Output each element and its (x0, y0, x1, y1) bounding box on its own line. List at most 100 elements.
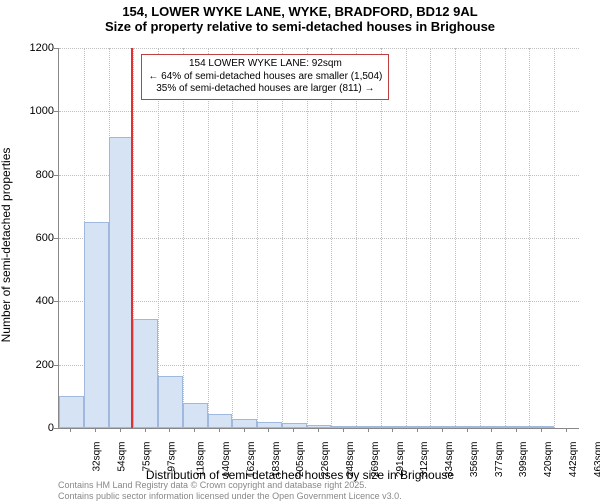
histogram-bar (109, 137, 134, 428)
x-tick-mark (392, 428, 393, 432)
grid-line-vertical (331, 48, 332, 428)
grid-line-vertical (356, 48, 357, 428)
x-tick-mark (417, 428, 418, 432)
annotation-box: 154 LOWER WYKE LANE: 92sqm← 64% of semi-… (141, 54, 389, 100)
grid-line-vertical (232, 48, 233, 428)
y-tick-label: 800 (14, 169, 54, 181)
histogram-bar (133, 319, 158, 428)
x-tick-mark (368, 428, 369, 432)
x-tick-label: 97sqm (166, 442, 177, 472)
annotation-line: 154 LOWER WYKE LANE: 92sqm (148, 58, 382, 71)
grid-line-horizontal (59, 175, 579, 176)
grid-line-vertical (455, 48, 456, 428)
chart-container: 154, LOWER WYKE LANE, WYKE, BRADFORD, BD… (0, 4, 600, 504)
grid-line-horizontal (59, 111, 579, 112)
x-tick-label: 463sqm (593, 442, 600, 478)
y-tick-mark (54, 238, 58, 239)
x-tick-label: 75sqm (141, 442, 152, 472)
grid-line-horizontal (59, 301, 579, 302)
histogram-bar (529, 426, 554, 428)
histogram-bar (257, 422, 282, 428)
x-tick-label: 356sqm (469, 442, 480, 478)
x-tick-label: 118sqm (196, 442, 207, 477)
y-axis-label: Number of semi-detached properties (0, 148, 13, 343)
histogram-bar (232, 419, 257, 429)
grid-line-vertical (257, 48, 258, 428)
x-tick-mark (120, 428, 121, 432)
x-tick-label: 32sqm (92, 442, 103, 472)
grid-line-horizontal (59, 48, 579, 49)
x-tick-label: 162sqm (246, 442, 257, 478)
grid-line-vertical (480, 48, 481, 428)
y-tick-mark (54, 365, 58, 366)
chart-title-sub: Size of property relative to semi-detach… (0, 19, 600, 34)
x-tick-mark (343, 428, 344, 432)
grid-line-vertical (529, 48, 530, 428)
grid-line-vertical (430, 48, 431, 428)
x-tick-label: 399sqm (518, 442, 529, 478)
x-tick-label: 420sqm (543, 442, 554, 478)
x-tick-mark (467, 428, 468, 432)
y-tick-mark (54, 175, 58, 176)
grid-line-vertical (307, 48, 308, 428)
y-tick-label: 400 (14, 295, 54, 307)
grid-line-vertical (282, 48, 283, 428)
reference-line (131, 48, 133, 428)
chart-title-main: 154, LOWER WYKE LANE, WYKE, BRADFORD, BD… (0, 4, 600, 19)
x-tick-mark (169, 428, 170, 432)
x-tick-label: 312sqm (419, 442, 430, 478)
x-tick-label: 291sqm (395, 442, 406, 478)
x-tick-label: 226sqm (320, 442, 331, 478)
x-tick-mark (293, 428, 294, 432)
x-tick-mark (70, 428, 71, 432)
footer-text: Contains HM Land Registry data © Crown c… (58, 480, 402, 502)
x-tick-mark (95, 428, 96, 432)
histogram-bar (84, 222, 109, 428)
histogram-bar (430, 426, 455, 428)
x-tick-mark (566, 428, 567, 432)
footer-line-1: Contains HM Land Registry data © Crown c… (58, 480, 402, 491)
x-tick-label: 248sqm (345, 442, 356, 478)
x-tick-mark (541, 428, 542, 432)
x-tick-mark (145, 428, 146, 432)
annotation-line: ← 64% of semi-detached houses are smalle… (148, 71, 382, 84)
y-tick-label: 1000 (14, 105, 54, 117)
y-tick-label: 600 (14, 232, 54, 244)
grid-line-vertical (554, 48, 555, 428)
grid-line-vertical (183, 48, 184, 428)
x-tick-mark (442, 428, 443, 432)
histogram-bar (183, 403, 208, 428)
y-tick-label: 200 (14, 359, 54, 371)
plot-area: 154 LOWER WYKE LANE: 92sqm← 64% of semi-… (58, 48, 579, 429)
x-tick-mark (491, 428, 492, 432)
histogram-bar (158, 376, 183, 428)
annotation-line: 35% of semi-detached houses are larger (… (148, 83, 382, 96)
x-tick-mark (318, 428, 319, 432)
x-tick-label: 183sqm (271, 442, 282, 478)
grid-line-horizontal (59, 238, 579, 239)
grid-line-vertical (505, 48, 506, 428)
y-tick-mark (54, 301, 58, 302)
x-tick-mark (194, 428, 195, 432)
x-tick-label: 377sqm (494, 442, 505, 478)
grid-line-vertical (406, 48, 407, 428)
x-tick-label: 54sqm (117, 442, 128, 472)
grid-line-vertical (158, 48, 159, 428)
x-tick-label: 442sqm (568, 442, 579, 478)
y-tick-label: 0 (14, 422, 54, 434)
y-tick-mark (54, 428, 58, 429)
x-tick-mark (219, 428, 220, 432)
x-tick-mark (268, 428, 269, 432)
histogram-bar (331, 426, 356, 428)
y-tick-mark (54, 111, 58, 112)
histogram-bar (208, 414, 233, 428)
histogram-bar (356, 426, 381, 428)
x-tick-label: 205sqm (296, 442, 307, 478)
y-tick-label: 1200 (14, 42, 54, 54)
y-tick-mark (54, 48, 58, 49)
x-tick-mark (244, 428, 245, 432)
x-tick-mark (516, 428, 517, 432)
x-tick-label: 269sqm (370, 442, 381, 478)
x-tick-label: 140sqm (221, 442, 232, 478)
footer-line-2: Contains public sector information licen… (58, 491, 402, 502)
